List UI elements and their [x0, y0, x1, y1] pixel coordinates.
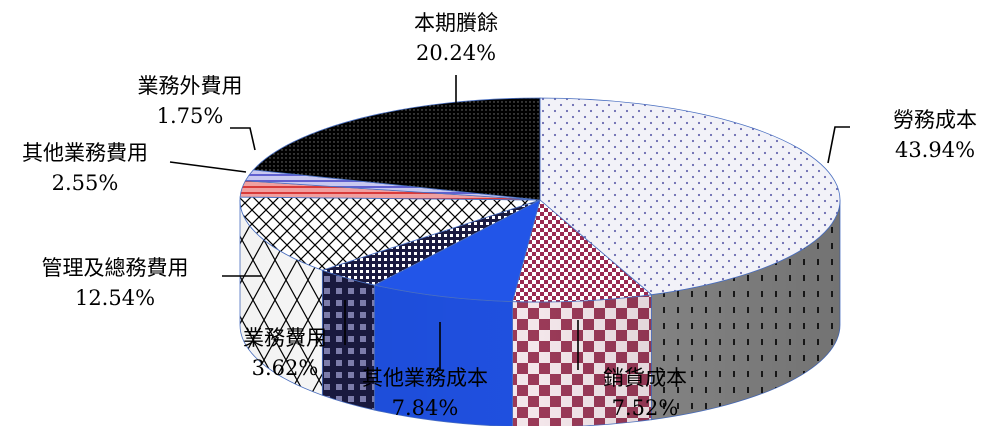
- slice-percent-label: 3.62%: [252, 356, 319, 380]
- leader-line-5: [169, 161, 247, 173]
- slice-percent-label: 7.84%: [392, 396, 459, 420]
- slice-7: [252, 97, 541, 201]
- slice-percent-label: 1.75%: [157, 104, 224, 128]
- slice-name-label: 本期賸餘: [414, 11, 498, 35]
- slice-2: [373, 199, 541, 302]
- slice-0: [539, 97, 841, 296]
- slice-percent-label: 7.52%: [612, 396, 679, 420]
- leader-line-6: [230, 127, 256, 151]
- slice-percent-label: 43.94%: [895, 138, 975, 162]
- slice-4: [239, 196, 541, 271]
- slice-name-label: 業務費用: [243, 326, 327, 350]
- slice-name-label: 銷貨成本: [603, 366, 687, 390]
- slice-name-label: 其他業務費用: [22, 141, 148, 165]
- slice-1: [511, 199, 653, 303]
- side-shading: [240, 200, 840, 426]
- leader-lines: [169, 75, 850, 370]
- slice-labels: 勞務成本 43.94% 銷貨成本 7.52% 其他業務成本 7.84% 業務費用 3.62% 管…: [22, 11, 977, 420]
- slice-percent-label: 12.54%: [75, 286, 155, 310]
- slice-name-label: 其他業務成本: [362, 366, 488, 390]
- slice-name-label: 勞務成本: [893, 108, 977, 132]
- pie-tops: [239, 97, 841, 303]
- slice-name-label: 業務外費用: [138, 74, 243, 98]
- pie-sides: [239, 199, 841, 426]
- slice-name-label: 管理及總務費用: [42, 256, 189, 280]
- slice-percent-label: 20.24%: [416, 41, 496, 65]
- leader-line-0: [827, 126, 850, 164]
- slice-percent-label: 2.55%: [52, 171, 119, 195]
